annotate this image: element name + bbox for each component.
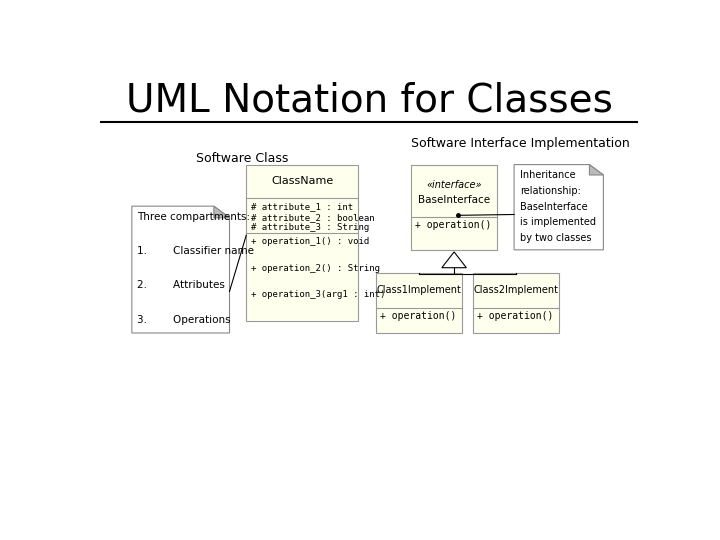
Bar xyxy=(376,273,462,333)
Text: Software Class: Software Class xyxy=(196,152,289,165)
Bar xyxy=(411,165,498,250)
Polygon shape xyxy=(132,206,230,333)
Text: BaseInterface: BaseInterface xyxy=(418,195,490,205)
Text: UML Notation for Classes: UML Notation for Classes xyxy=(125,81,613,119)
Polygon shape xyxy=(214,206,230,218)
Text: relationship:: relationship: xyxy=(520,186,580,196)
Text: + operation(): + operation() xyxy=(415,220,492,230)
Text: Class2Implement: Class2Implement xyxy=(474,285,559,295)
Text: is implemented: is implemented xyxy=(520,218,595,227)
Text: by two classes: by two classes xyxy=(520,233,591,243)
Text: # attribute_3 : String: # attribute_3 : String xyxy=(251,224,369,232)
Text: + operation(): + operation() xyxy=(477,311,554,321)
Text: + operation(): + operation() xyxy=(380,311,456,321)
Text: # attribute_1 : int: # attribute_1 : int xyxy=(251,202,353,211)
Text: # attribute_2 : boolean: # attribute_2 : boolean xyxy=(251,213,374,222)
Text: Class1Implement: Class1Implement xyxy=(377,285,462,295)
Text: «interface»: «interface» xyxy=(426,180,482,190)
Text: BaseInterface: BaseInterface xyxy=(520,201,588,212)
Text: Software Interface Implementation: Software Interface Implementation xyxy=(411,137,629,150)
Bar xyxy=(246,165,358,321)
Text: + operation_1() : void: + operation_1() : void xyxy=(251,238,369,246)
Text: Three compartments:: Three compartments: xyxy=(138,212,251,221)
Text: + operation_3(arg1 : int): + operation_3(arg1 : int) xyxy=(251,291,385,299)
Polygon shape xyxy=(442,252,467,268)
Polygon shape xyxy=(514,165,603,250)
Polygon shape xyxy=(590,165,603,175)
Text: 2.        Attributes: 2. Attributes xyxy=(138,280,225,291)
Text: Inheritance: Inheritance xyxy=(520,170,575,180)
Text: 3.        Operations: 3. Operations xyxy=(138,315,231,325)
Text: ClassName: ClassName xyxy=(271,176,333,186)
Bar xyxy=(473,273,559,333)
Text: 1.        Classifier name: 1. Classifier name xyxy=(138,246,254,256)
Text: + operation_2() : String: + operation_2() : String xyxy=(251,264,379,273)
